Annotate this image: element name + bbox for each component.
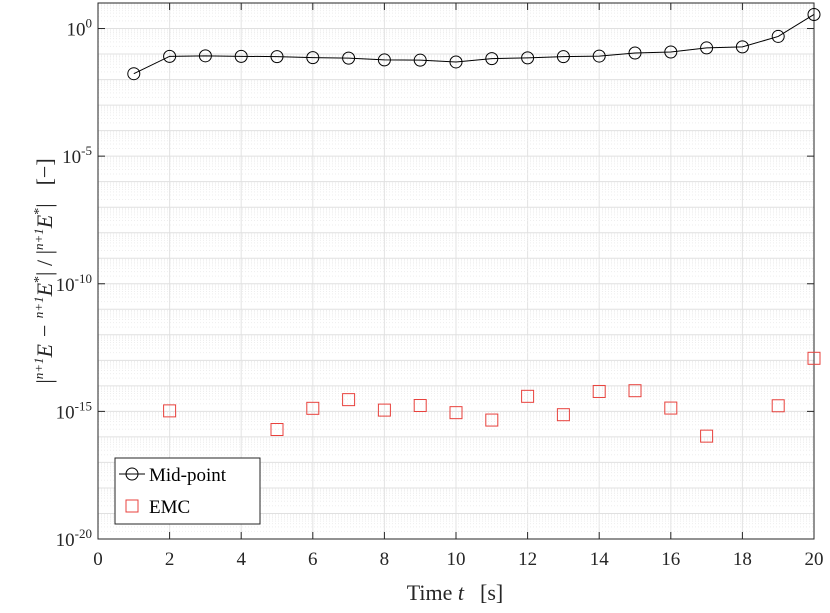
emc-data-point <box>449 406 463 420</box>
midpoint-data-point <box>592 49 606 63</box>
y-tick-label: 100 <box>67 16 93 41</box>
axis-ticks: 0 2 4 6 8 10 12 14 16 18 20 100 10-5 10-10 10-15 10-20 <box>56 3 824 570</box>
midpoint-data-point <box>163 49 177 63</box>
emc-data-point <box>628 384 642 398</box>
x-tick-label: 14 <box>590 549 610 570</box>
midpoint-data-point <box>664 45 678 59</box>
midpoint-data-point <box>485 52 499 66</box>
legend: Mid-point EMC <box>114 457 261 525</box>
emc-data-point <box>556 408 570 422</box>
midpoint-data-point <box>628 46 642 60</box>
emc-data-point <box>664 401 678 415</box>
midpoint-data-point <box>413 53 427 67</box>
legend-midpoint-marker <box>125 467 139 481</box>
midpoint-data-point <box>377 53 391 67</box>
midpoint-data-point <box>234 49 248 63</box>
midpoint-data-point <box>449 55 463 69</box>
emc-data-point <box>485 413 499 427</box>
midpoint-data-point <box>771 29 785 43</box>
y-tick-label: 10-10 <box>56 271 92 296</box>
x-axis-label: Time t [s] <box>407 580 504 605</box>
emc-data-point <box>807 351 821 365</box>
x-tick-label: 20 <box>805 549 824 570</box>
x-tick-label: 10 <box>447 549 466 570</box>
grid <box>98 3 814 540</box>
emc-data-point <box>771 399 785 413</box>
emc-data-point <box>342 393 356 407</box>
emc-data-point <box>163 404 177 418</box>
y-tick-label: 10-15 <box>56 398 92 423</box>
x-tick-label: 16 <box>661 549 680 570</box>
y-axis-label: |n+1E − n+1E*| / |n+1E*|[−] <box>31 158 57 383</box>
emc-data-point <box>306 401 320 415</box>
emc-data-point <box>592 384 606 398</box>
emc-data-point <box>700 429 714 443</box>
midpoint-data-point <box>198 49 212 63</box>
legend-emc-label: EMC <box>149 497 190 518</box>
series-line-mid-point <box>133 14 815 75</box>
x-tick-label: 2 <box>165 549 175 570</box>
midpoint-data-point <box>270 50 284 64</box>
y-tick-label: 10-20 <box>56 526 92 551</box>
emc-data-point <box>377 403 391 417</box>
emc-data-point <box>413 399 427 413</box>
x-tick-label: 6 <box>308 549 318 570</box>
emc-data-point <box>521 389 535 403</box>
midpoint-data-point <box>556 50 570 64</box>
x-tick-label: 4 <box>236 549 246 570</box>
x-tick-label: 8 <box>380 549 390 570</box>
x-tick-label: 12 <box>518 549 537 570</box>
midpoint-data-point <box>521 51 535 65</box>
legend-box <box>114 457 261 525</box>
midpoint-data-point <box>807 7 821 21</box>
legend-midpoint-label: Mid-point <box>149 465 227 486</box>
midpoint-data-point <box>735 40 749 54</box>
midpoint-data-point <box>127 67 141 81</box>
series <box>127 7 821 443</box>
midpoint-data-point <box>306 51 320 65</box>
emc-data-point <box>270 423 284 437</box>
x-tick-label: 0 <box>93 549 103 570</box>
midpoint-data-point <box>342 51 356 65</box>
midpoint-data-point <box>700 41 714 55</box>
y-tick-label: 10-5 <box>62 143 92 168</box>
legend-emc-marker <box>125 499 139 513</box>
x-tick-label: 18 <box>733 549 752 570</box>
